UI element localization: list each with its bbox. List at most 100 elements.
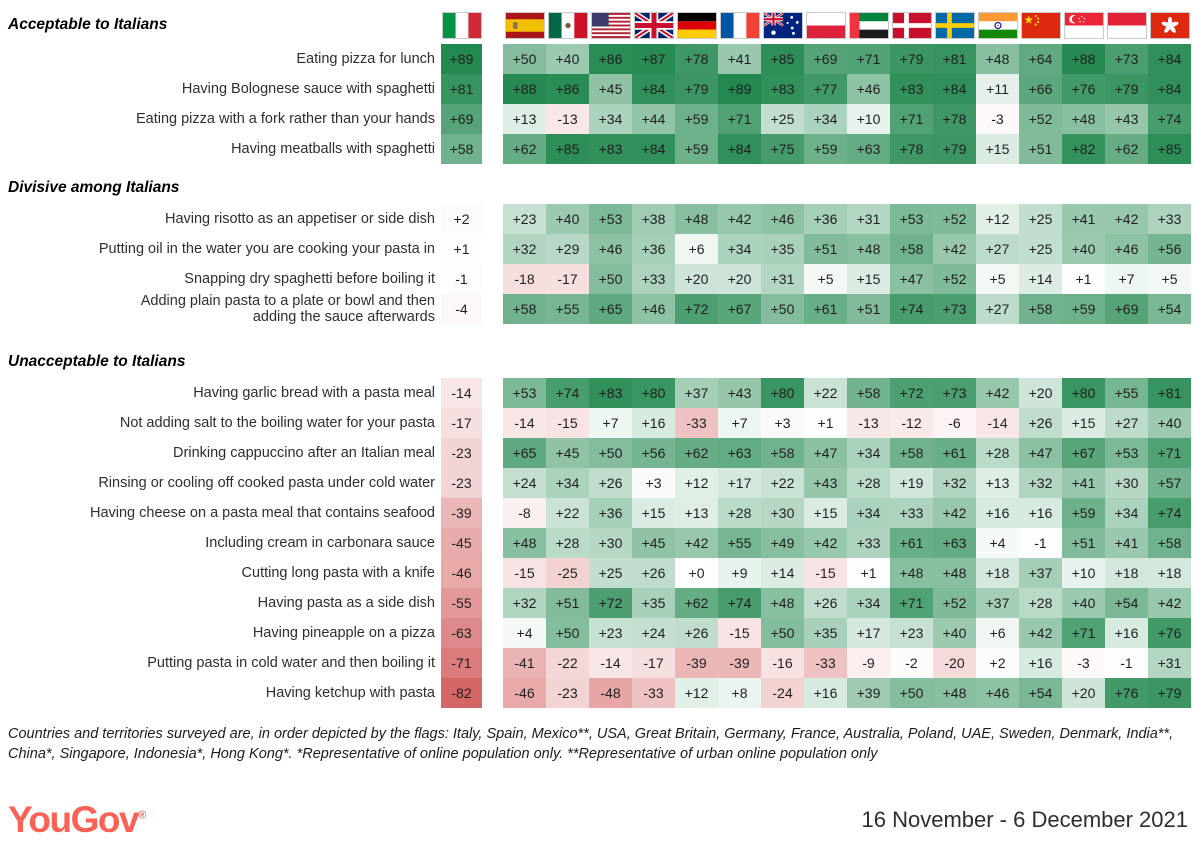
heatmap-cell: +58 [890, 438, 933, 468]
heatmap-cell: +30 [1105, 468, 1148, 498]
heatmap-cell: +42 [933, 498, 976, 528]
heatmap-cell: +44 [632, 104, 675, 134]
heatmap-cell: -16 [761, 648, 804, 678]
heatmap-cell: +9 [718, 558, 761, 588]
section-title-slot: Divisive among Italians [0, 164, 435, 204]
heatmap-cell: +5 [1148, 264, 1191, 294]
table-row: Eating pizza with a fork rather than you… [0, 104, 1200, 134]
row-label: Cutting long pasta with a knife [241, 565, 435, 581]
heatmap-cell: +71 [1148, 438, 1191, 468]
heatmap-cell: +79 [1148, 678, 1191, 708]
heatmap-cell: +34 [847, 438, 890, 468]
heatmap-cell: -23 [546, 678, 589, 708]
heatmap-cell: +88 [503, 74, 546, 104]
heatmap-cell-italy: -14 [441, 378, 482, 408]
flag-slot [933, 11, 976, 39]
heatmap-cell: +0 [675, 558, 718, 588]
table-row: Not adding salt to the boiling water for… [0, 408, 1200, 438]
heatmap-cell: -24 [761, 678, 804, 708]
heatmap-cell: +37 [675, 378, 718, 408]
heatmap-cell: -33 [632, 678, 675, 708]
row-label: Putting oil in the water you are cooking… [98, 241, 435, 257]
heatmap-cell: +16 [804, 678, 847, 708]
heatmap-cell: +63 [933, 528, 976, 558]
heatmap-cell: +30 [761, 498, 804, 528]
heatmap-cell: +48 [933, 678, 976, 708]
heatmap-cell: +25 [761, 104, 804, 134]
heatmap-cell: +32 [503, 588, 546, 618]
heatmap-cell: +72 [589, 588, 632, 618]
heatmap-cell: +34 [546, 468, 589, 498]
heatmap-cell: +3 [632, 468, 675, 498]
heatmap-cell: +42 [933, 234, 976, 264]
heatmap-cell: +81 [1148, 378, 1191, 408]
flag-slot [589, 11, 632, 39]
heatmap-cell: +15 [847, 264, 890, 294]
heatmap-cell: -39 [718, 648, 761, 678]
heatmap-cell: +42 [718, 204, 761, 234]
heatmap-cell: +62 [675, 438, 718, 468]
table-row: Having meatballs with spaghetti +58 +62 +85… [0, 134, 1200, 164]
heatmap-cell: +12 [675, 468, 718, 498]
heatmap-cell: +74 [546, 378, 589, 408]
heatmap-cell: +46 [1105, 234, 1148, 264]
heatmap-cell-italy: -82 [441, 678, 482, 708]
heatmap-cell: +28 [546, 528, 589, 558]
heatmap-cell: +40 [1062, 234, 1105, 264]
heatmap-cell: +62 [1105, 134, 1148, 164]
flag-slot [718, 11, 761, 39]
table-row: Drinking cappuccino after an Italian mea… [0, 438, 1200, 468]
heatmap-cell: +52 [933, 588, 976, 618]
bottom-bar: YouGov® 16 November - 6 December 2021 [8, 798, 1188, 842]
heatmap-cell: +13 [976, 468, 1019, 498]
heatmap-cell: +20 [718, 264, 761, 294]
heatmap-cell: +41 [1062, 468, 1105, 498]
flag-mexico-icon [547, 11, 588, 39]
heatmap-cell: +82 [1062, 134, 1105, 164]
flag-slot [976, 11, 1019, 39]
heatmap-cell: +59 [1062, 498, 1105, 528]
heatmap-cell: +18 [1148, 558, 1191, 588]
heatmap-cell: +58 [847, 378, 890, 408]
heatmap-cell: +59 [675, 104, 718, 134]
flag-slot [890, 11, 933, 39]
row-label: Having risotto as an appetiser or side d… [164, 211, 435, 227]
heatmap-cell: +59 [1062, 294, 1105, 324]
flag-slot [1019, 11, 1062, 39]
heatmap-cell: -39 [675, 648, 718, 678]
heatmap-cell: +81 [933, 44, 976, 74]
heatmap-cell: +17 [847, 618, 890, 648]
heatmap-cell: +45 [546, 438, 589, 468]
heatmap-cell: +65 [503, 438, 546, 468]
heatmap-cell: +52 [933, 204, 976, 234]
heatmap-cell: +41 [718, 44, 761, 74]
heatmap-cell: +16 [976, 498, 1019, 528]
flag-germany-icon [676, 11, 717, 39]
heatmap-cell: +51 [847, 294, 890, 324]
heatmap-cell: +50 [761, 618, 804, 648]
heatmap-cell: +49 [761, 528, 804, 558]
heatmap-cell: +46 [976, 678, 1019, 708]
table-row: Having pasta as a side dish -55 +32 +51 +72 +… [0, 588, 1200, 618]
heatmap-cell: +28 [718, 498, 761, 528]
heatmap-cell: +87 [632, 44, 675, 74]
heatmap-cell: +84 [718, 134, 761, 164]
heatmap-cell-italy: +58 [441, 134, 482, 164]
heatmap-cell: +7 [718, 408, 761, 438]
row-label: Putting pasta in cold water and then boi… [147, 655, 435, 671]
heatmap-cell: +43 [1105, 104, 1148, 134]
section-title-slot: Unacceptable to Italians [0, 324, 435, 378]
heatmap-cell: +83 [890, 74, 933, 104]
heatmap-cell: +73 [933, 378, 976, 408]
heatmap-cell: +72 [675, 294, 718, 324]
row-label: Rinsing or cooling off cooked pasta unde… [98, 475, 435, 491]
heatmap-cell: +15 [976, 134, 1019, 164]
heatmap-cell-italy: -63 [441, 618, 482, 648]
heatmap-cell: +51 [1062, 528, 1105, 558]
heatmap-cell: +71 [1062, 618, 1105, 648]
heatmap-cell: -33 [675, 408, 718, 438]
heatmap-cell: -14 [503, 408, 546, 438]
heatmap-cell: -20 [933, 648, 976, 678]
heatmap-cell: +52 [933, 264, 976, 294]
row-label: Not adding salt to the boiling water for… [119, 415, 435, 431]
